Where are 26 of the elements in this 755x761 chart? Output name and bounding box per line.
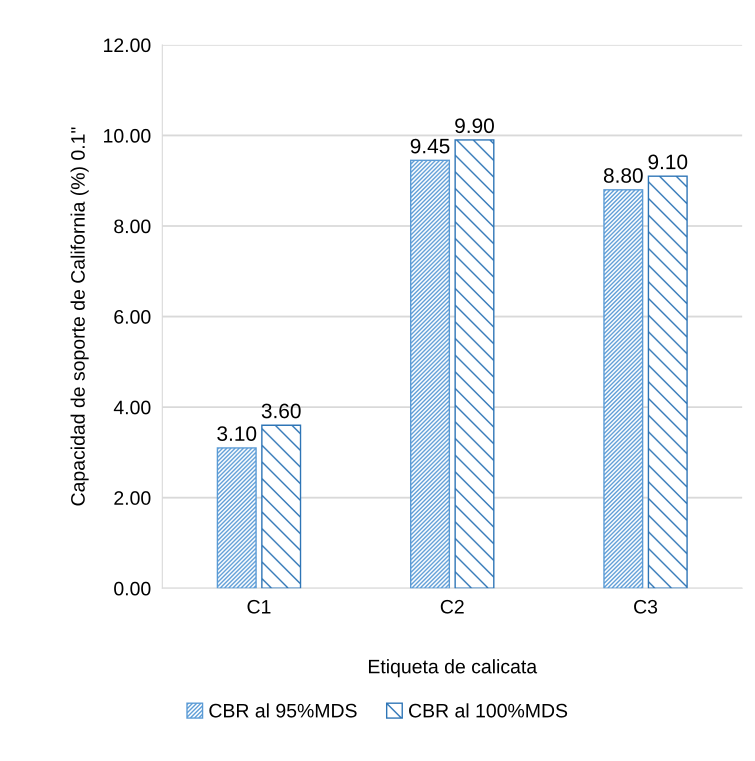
- text: 9.90: [455, 118, 494, 134]
- x-tick-label: C2: [440, 600, 464, 614]
- text: 9.10: [648, 154, 688, 170]
- y-tick-label: 0.00: [114, 582, 150, 596]
- y-tick-label: 4.00: [114, 400, 150, 414]
- y-tick-label: 10.00: [104, 128, 150, 143]
- x-axis-title: Etiqueta de calicata: [368, 659, 538, 678]
- text: 3.60: [262, 404, 301, 418]
- text: 8.80: [604, 168, 643, 183]
- x-tick-label: C3: [634, 600, 658, 614]
- text: 9.45: [410, 138, 450, 154]
- bar: [603, 189, 644, 588]
- text: 3.10: [217, 426, 256, 441]
- legend-label: CBR al 95%MDS: [209, 703, 357, 718]
- bar: [410, 160, 450, 588]
- bar: [261, 424, 302, 588]
- y-tick-label: 12.00: [104, 38, 150, 52]
- bar: [454, 139, 494, 588]
- bar: [216, 447, 257, 588]
- y-tick-label: 2.00: [114, 491, 150, 505]
- bar: [648, 176, 688, 588]
- y-tick-label: 8.00: [114, 219, 150, 234]
- y-axis-title: Capacidad de soporte de California (%) 0.1": [70, 127, 89, 506]
- y-tick-label: 6.00: [114, 310, 150, 324]
- x-tick-label: C1: [248, 600, 270, 614]
- legend-label: CBR al 100%MDS: [409, 703, 568, 718]
